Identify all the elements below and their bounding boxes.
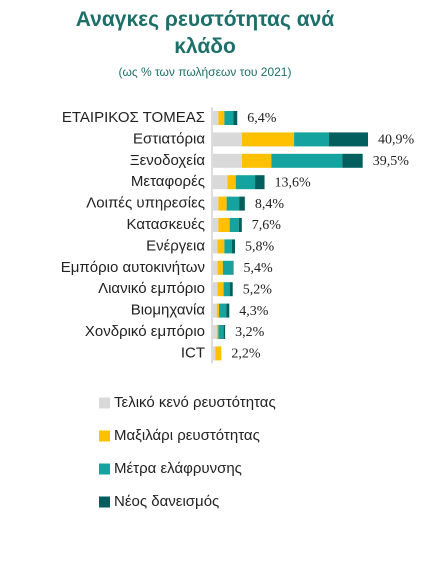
bar-segment — [213, 260, 218, 275]
bar-segment — [218, 196, 227, 211]
category-label: Εμπόριο αυτοκινήτων — [61, 259, 205, 276]
bar-segment — [218, 218, 230, 232]
bar-segment — [294, 132, 329, 147]
category-label: Κατασκευές — [127, 216, 205, 233]
category-label: ICT — [181, 344, 205, 361]
bar-segment — [218, 325, 224, 339]
legend-swatch — [99, 397, 110, 409]
total-label: 5,8% — [245, 240, 275, 255]
bar-segment — [222, 260, 233, 275]
bar-segment — [213, 196, 219, 211]
bar-segment — [213, 239, 218, 254]
bar-segment — [213, 153, 242, 168]
bar-segment — [219, 303, 227, 318]
bar-segment — [241, 132, 295, 147]
bar-segment — [271, 153, 343, 168]
bar-segment — [213, 303, 217, 318]
bar-segment — [217, 239, 225, 254]
bar-segment — [229, 282, 233, 297]
total-label: 39,5% — [373, 154, 410, 169]
bar-segment — [223, 282, 230, 297]
total-label: 2,2% — [231, 347, 261, 362]
category-label: Ενέργεια — [146, 237, 205, 254]
bar-segment — [217, 260, 223, 275]
total-label: 5,2% — [243, 282, 273, 297]
bar-segment — [216, 325, 219, 339]
total-label: 8,4% — [255, 197, 285, 212]
bar-segment — [233, 111, 238, 125]
bar-segment — [235, 175, 256, 190]
bar-segment — [227, 175, 236, 190]
bar-segment — [218, 111, 225, 125]
total-label: 13,6% — [275, 175, 312, 190]
legend-swatch — [99, 430, 110, 442]
bar-segment — [229, 218, 239, 232]
total-label: 6,4% — [247, 111, 277, 126]
bar-segment — [217, 282, 224, 297]
bar-segment — [213, 346, 216, 361]
legend-label: Μέτρα ελάφρυνσης — [114, 460, 242, 477]
category-label: Μεταφορές — [131, 173, 205, 190]
bar-segment — [328, 132, 368, 147]
bar-segment — [224, 239, 232, 254]
bar-segment — [213, 325, 217, 339]
category-label: Εστιατόρια — [133, 130, 205, 147]
bar-segment — [241, 153, 272, 168]
bar-segment — [226, 303, 230, 318]
bar-segment — [213, 132, 242, 147]
category-label: Βιομηχανία — [131, 302, 206, 319]
total-label: 3,2% — [235, 325, 265, 340]
bar-segment — [231, 239, 235, 254]
bar-segment — [213, 111, 219, 125]
bar-segment — [238, 218, 242, 232]
category-label: Ξενοδοχεία — [130, 152, 205, 169]
total-label: 5,4% — [243, 261, 272, 276]
total-label: 40,9% — [378, 133, 415, 148]
chart-subtitle: (ως % των πωλήσεων του 2021) — [118, 65, 292, 79]
chart-title: Αναγκες ρευστότητας ανά κλάδο — [75, 8, 335, 58]
legend-label: Μαξιλάρι ρευστότητας — [114, 427, 260, 444]
category-label: ΕΤΑΙΡΙΚΟΣ ΤΟΜΕΑΣ — [62, 109, 205, 126]
bar-segment — [213, 282, 218, 297]
bar-segment — [213, 175, 228, 190]
bar-segment — [342, 153, 363, 168]
category-label: Λοιπές υπηρεσίες — [86, 195, 205, 212]
bar-segment — [223, 325, 226, 339]
legend-label: Νέος δανεισμός — [114, 493, 219, 510]
bar-segment — [215, 346, 222, 361]
legend-swatch — [99, 496, 110, 508]
total-label: 4,3% — [239, 304, 269, 319]
bar-segment — [232, 260, 234, 275]
total-label: 7,6% — [252, 218, 281, 233]
bar-segment — [239, 196, 245, 211]
bar-segment — [216, 303, 220, 318]
legend-swatch — [99, 463, 110, 475]
category-label: Χονδρικό εμπόριο — [85, 323, 205, 340]
bar-segment — [226, 196, 240, 211]
legend-label: Τελικό κενό ρευστότητας — [114, 394, 276, 411]
category-label: Λιανικό εμπόριο — [98, 280, 205, 297]
bar-segment — [213, 218, 219, 232]
bar-segment — [255, 175, 265, 190]
bar-segment — [224, 111, 234, 125]
